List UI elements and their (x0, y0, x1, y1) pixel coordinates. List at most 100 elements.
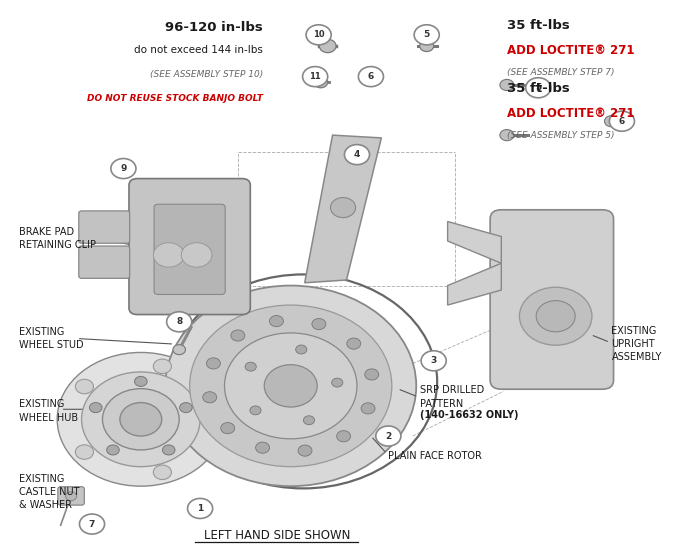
Circle shape (111, 158, 136, 179)
Circle shape (220, 423, 234, 433)
Text: ADD LOCTITE® 271: ADD LOCTITE® 271 (507, 107, 634, 120)
Text: 35 ft-lbs: 35 ft-lbs (507, 82, 570, 95)
Circle shape (256, 442, 270, 453)
Circle shape (90, 403, 102, 413)
Text: 10: 10 (313, 30, 324, 39)
Circle shape (181, 242, 212, 267)
Text: EXISTING
UPRIGHT
ASSEMBLY: EXISTING UPRIGHT ASSEMBLY (612, 326, 661, 362)
Text: (SEE ASSEMBLY STEP 5): (SEE ASSEMBLY STEP 5) (507, 131, 615, 140)
Text: 6: 6 (619, 116, 625, 125)
FancyBboxPatch shape (129, 179, 251, 315)
Circle shape (332, 378, 343, 387)
Circle shape (500, 80, 514, 91)
FancyBboxPatch shape (490, 210, 613, 389)
Circle shape (344, 144, 370, 165)
Circle shape (202, 412, 220, 427)
Circle shape (82, 372, 200, 466)
Text: (SEE ASSEMBLY STEP 7): (SEE ASSEMBLY STEP 7) (507, 68, 615, 77)
Circle shape (57, 352, 225, 486)
Text: 96-120 in-lbs: 96-120 in-lbs (165, 21, 262, 34)
Text: (140-16632 ONLY): (140-16632 ONLY) (420, 410, 518, 420)
Circle shape (414, 25, 439, 45)
Circle shape (203, 391, 217, 403)
Text: 7: 7 (89, 520, 95, 529)
Circle shape (173, 344, 186, 354)
Circle shape (314, 77, 328, 88)
Circle shape (500, 129, 514, 141)
Circle shape (421, 351, 446, 371)
Circle shape (420, 40, 434, 52)
Circle shape (225, 333, 357, 439)
Text: SRP DRILLED
PATTERN: SRP DRILLED PATTERN (420, 385, 484, 409)
Polygon shape (447, 263, 501, 305)
Text: 2: 2 (385, 432, 391, 441)
Circle shape (106, 445, 119, 455)
Circle shape (536, 301, 575, 332)
Circle shape (76, 379, 94, 394)
Circle shape (250, 406, 261, 415)
Circle shape (231, 330, 245, 341)
Circle shape (366, 73, 379, 83)
Circle shape (303, 416, 314, 424)
Circle shape (295, 345, 307, 354)
Circle shape (134, 376, 147, 386)
Circle shape (526, 78, 551, 98)
Circle shape (76, 445, 94, 459)
Circle shape (102, 389, 179, 450)
Circle shape (264, 365, 317, 407)
Circle shape (153, 465, 172, 479)
Circle shape (270, 315, 284, 326)
Text: 6: 6 (368, 72, 374, 81)
Circle shape (298, 445, 312, 456)
Circle shape (190, 305, 392, 466)
Text: 4: 4 (354, 150, 360, 159)
Circle shape (162, 445, 175, 455)
Text: PLAIN FACE ROTOR: PLAIN FACE ROTOR (389, 451, 482, 460)
Circle shape (358, 67, 384, 87)
Circle shape (302, 67, 328, 87)
Circle shape (306, 25, 331, 45)
Text: ADD LOCTITE® 271: ADD LOCTITE® 271 (507, 44, 634, 57)
Circle shape (330, 198, 356, 218)
Text: EXISTING
WHEEL HUB: EXISTING WHEEL HUB (19, 399, 78, 423)
Polygon shape (304, 135, 382, 283)
Circle shape (188, 498, 213, 519)
Text: 5: 5 (535, 83, 541, 92)
Circle shape (376, 426, 401, 446)
Text: 1: 1 (197, 504, 203, 513)
FancyBboxPatch shape (58, 487, 85, 505)
Text: 3: 3 (430, 356, 437, 365)
Circle shape (153, 359, 172, 374)
Circle shape (180, 403, 193, 413)
Circle shape (319, 39, 336, 53)
Circle shape (312, 319, 326, 330)
Text: 8: 8 (176, 318, 182, 326)
Text: EXISTING
WHEEL STUD: EXISTING WHEEL STUD (19, 327, 83, 350)
Circle shape (206, 358, 220, 369)
Circle shape (337, 431, 351, 442)
Text: LEFT HAND SIDE SHOWN: LEFT HAND SIDE SHOWN (204, 529, 350, 542)
Text: EXISTING
CASTLE NUT
& WASHER: EXISTING CASTLE NUT & WASHER (19, 474, 79, 510)
Circle shape (361, 403, 375, 414)
Text: 9: 9 (120, 164, 127, 173)
Circle shape (80, 514, 104, 534)
Text: (SEE ASSEMBLY STEP 10): (SEE ASSEMBLY STEP 10) (150, 70, 262, 79)
FancyBboxPatch shape (154, 204, 225, 295)
Circle shape (610, 111, 634, 131)
FancyBboxPatch shape (79, 246, 130, 278)
Text: DO NOT REUSE STOCK BANJO BOLT: DO NOT REUSE STOCK BANJO BOLT (87, 95, 262, 104)
Circle shape (153, 242, 184, 267)
Circle shape (519, 287, 592, 345)
Circle shape (245, 362, 256, 371)
Circle shape (120, 403, 162, 436)
Circle shape (346, 338, 360, 349)
FancyBboxPatch shape (79, 211, 130, 243)
Circle shape (165, 286, 416, 486)
Text: 11: 11 (309, 72, 321, 81)
Text: BRAKE PAD
RETAINING CLIP: BRAKE PAD RETAINING CLIP (19, 227, 96, 250)
Polygon shape (447, 222, 501, 263)
Circle shape (365, 369, 379, 380)
Text: 5: 5 (424, 30, 430, 39)
Text: 35 ft-lbs: 35 ft-lbs (507, 19, 570, 32)
Text: do not exceed 144 in-lbs: do not exceed 144 in-lbs (134, 45, 262, 55)
